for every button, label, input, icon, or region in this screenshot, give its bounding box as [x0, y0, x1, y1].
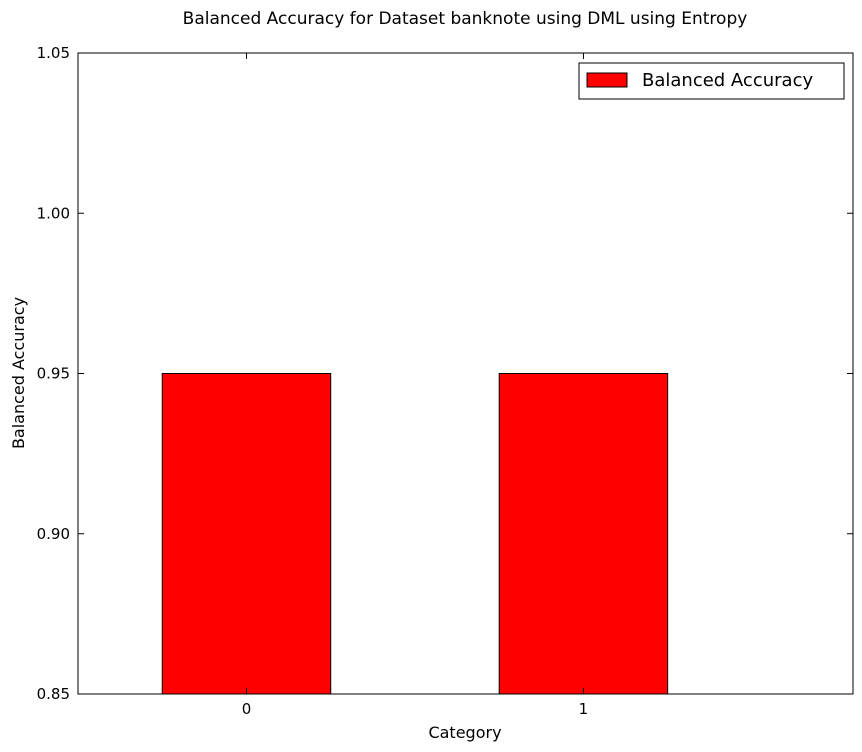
- legend-label: Balanced Accuracy: [642, 70, 813, 91]
- y-tick-label: 1.00: [37, 204, 70, 222]
- plot-frame: [77, 52, 854, 695]
- y-tick-label: 0.95: [37, 365, 70, 383]
- legend-swatch: [586, 72, 628, 88]
- y-axis-ticks: 0.85 0.90 0.95 1.00 1.05: [37, 44, 853, 703]
- legend: Balanced Accuracy: [578, 62, 845, 100]
- bar-1: [498, 373, 669, 695]
- x-tick-label: 1: [579, 700, 589, 718]
- y-tick-label: 1.05: [37, 44, 70, 62]
- y-axis-label: Balanced Accuracy: [9, 297, 28, 449]
- y-tick-label: 0.90: [37, 525, 70, 543]
- bar-0: [161, 373, 332, 695]
- x-tick-label: 0: [242, 700, 252, 718]
- y-tick-label: 0.85: [37, 685, 70, 703]
- bars-group: [161, 373, 669, 695]
- chart-title: Balanced Accuracy for Dataset banknote u…: [183, 9, 748, 29]
- x-axis-label: Category: [428, 723, 501, 742]
